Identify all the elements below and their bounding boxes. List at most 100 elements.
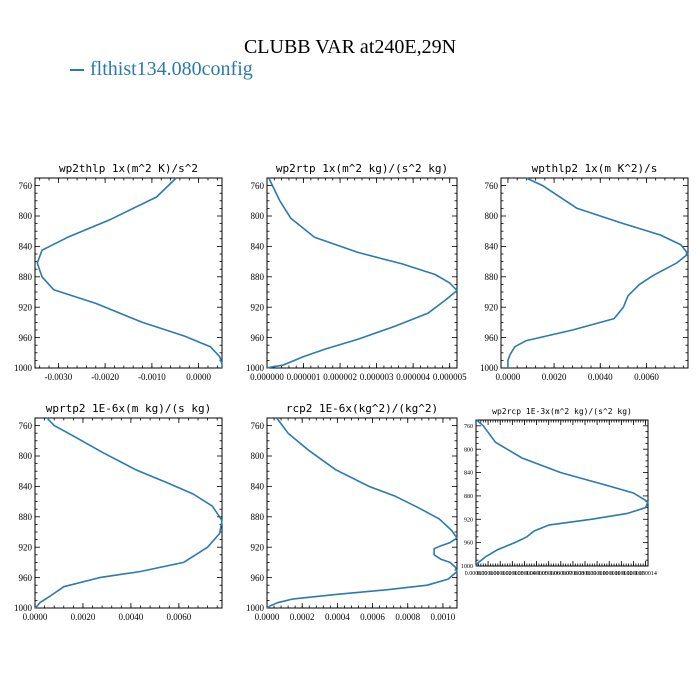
x-tick-label: -0.0020 [91, 372, 119, 382]
x-tick-label: 0.000005 [433, 372, 467, 382]
series-line-4 [34, 417, 223, 609]
x-tick-label: 0.0002 [290, 612, 315, 622]
series-line-5 [266, 417, 458, 609]
y-tick-label: 1000 [480, 363, 499, 373]
x-tick-label: 0.0000 [23, 612, 48, 622]
x-tick-label: 0.000009 [574, 571, 597, 577]
plot-title-6: wp2rcp 1E-3x(m^2 kg)/(s^2 kg) [492, 407, 632, 416]
x-tick-label: 0.000012 [610, 571, 633, 577]
y-tick-label: 1000 [14, 603, 33, 613]
y-tick-label: 920 [251, 542, 265, 552]
y-tick-label: 760 [19, 421, 33, 431]
series-line-6 [475, 419, 649, 567]
y-tick-label: 960 [19, 333, 33, 343]
x-tick-label: 0.0000 [255, 612, 280, 622]
y-tick-label: 960 [251, 333, 265, 343]
x-tick-label: 0.0000 [186, 372, 211, 382]
series-line-3 [507, 177, 689, 368]
x-tick-label: -0.0030 [45, 372, 73, 382]
legend-label: flthist134.080config [90, 58, 253, 80]
x-tick-label: 0.000008 [562, 571, 585, 577]
x-tick-label: 0.0020 [542, 372, 567, 382]
y-tick-label: 760 [485, 181, 499, 191]
plot-title-1: wp2thlp 1x(m^2 K)/s^2 [59, 162, 198, 175]
y-tick-label: 840 [251, 482, 265, 492]
legend-line-swatch [70, 69, 84, 72]
y-tick-label: 880 [464, 494, 473, 500]
y-tick-label: 960 [464, 541, 473, 547]
x-tick-label: 0.000011 [598, 571, 620, 577]
x-tick-label: 0.000003 [360, 372, 394, 382]
x-tick-label: 0.000010 [586, 571, 609, 577]
y-tick-label: 1000 [246, 603, 265, 613]
x-tick-label: 0.000000 [465, 571, 488, 577]
y-tick-label: 880 [19, 272, 33, 282]
series-line-1 [36, 177, 223, 368]
y-tick-label: 800 [485, 211, 499, 221]
x-tick-label: 0.0020 [71, 612, 96, 622]
y-tick-label: 840 [464, 471, 473, 477]
y-tick-label: 800 [464, 447, 473, 453]
x-tick-label: 0.000000 [250, 372, 284, 382]
x-tick-label: 0.0060 [634, 372, 659, 382]
y-tick-label: 800 [19, 451, 33, 461]
y-tick-label: 800 [251, 451, 265, 461]
x-tick-label: 0.000006 [537, 571, 560, 577]
x-tick-label: 0.000002 [489, 571, 512, 577]
x-tick-label: -0.0010 [138, 372, 166, 382]
y-tick-label: 1000 [246, 363, 265, 373]
figure-title: CLUBB VAR at240E,29N [243, 36, 457, 58]
y-tick-label: 920 [464, 517, 473, 523]
plot-title-5: rcp2 1E-6x(kg^2)/(kg^2) [286, 402, 438, 415]
x-tick-label: 0.0006 [360, 612, 385, 622]
x-tick-label: 0.000005 [525, 571, 548, 577]
y-tick-label: 840 [19, 242, 33, 252]
y-tick-label: 880 [251, 272, 265, 282]
y-tick-label: 880 [19, 512, 33, 522]
series-line-2 [266, 177, 458, 369]
y-tick-label: 800 [19, 211, 33, 221]
y-tick-label: 920 [485, 302, 499, 312]
x-tick-label: 0.000002 [323, 372, 357, 382]
y-tick-label: 920 [251, 302, 265, 312]
x-tick-label: 0.000001 [477, 571, 500, 577]
y-tick-label: 1000 [461, 564, 473, 570]
y-tick-label: 840 [485, 242, 499, 252]
x-tick-label: 0.000007 [550, 571, 573, 577]
x-tick-label: 0.0040 [119, 612, 144, 622]
x-tick-label: 0.000003 [501, 571, 524, 577]
y-tick-label: 760 [251, 181, 265, 191]
x-tick-label: 0.0004 [325, 612, 350, 622]
y-tick-label: 880 [485, 272, 499, 282]
y-tick-label: 800 [251, 211, 265, 221]
y-tick-label: 920 [19, 542, 33, 552]
y-tick-label: 960 [485, 333, 499, 343]
y-tick-label: 920 [19, 302, 33, 312]
x-tick-label: 0.000004 [513, 571, 536, 577]
plot-frame-6 [475, 419, 649, 567]
y-tick-label: 880 [251, 512, 265, 522]
plot-frame-3 [500, 177, 689, 369]
x-tick-label: 0.000004 [396, 372, 430, 382]
x-tick-label: 0.000014 [634, 571, 657, 577]
plot-title-4: wprtp2 1E-6x(m kg)/(s kg) [46, 402, 212, 415]
x-tick-label: 0.0010 [431, 612, 456, 622]
plot-frame-4 [34, 417, 223, 609]
plot-title-3: wpthlp2 1x(m K^2)/s [532, 162, 658, 175]
plot-frame-5 [266, 417, 458, 609]
x-tick-label: 0.0008 [395, 612, 420, 622]
y-tick-label: 960 [251, 573, 265, 583]
legend: flthist134.080config [70, 58, 253, 81]
plot-title-2: wp2rtp 1x(m^2 kg)/(s^2 kg) [276, 162, 448, 175]
y-tick-label: 1000 [14, 363, 33, 373]
y-tick-label: 760 [19, 181, 33, 191]
y-tick-label: 760 [464, 424, 473, 430]
y-tick-label: 840 [251, 242, 265, 252]
y-tick-label: 960 [19, 573, 33, 583]
x-tick-label: 0.0040 [588, 372, 613, 382]
x-tick-label: 0.000013 [622, 571, 645, 577]
y-tick-label: 840 [19, 482, 33, 492]
x-tick-label: 0.0000 [496, 372, 521, 382]
y-tick-label: 760 [251, 421, 265, 431]
